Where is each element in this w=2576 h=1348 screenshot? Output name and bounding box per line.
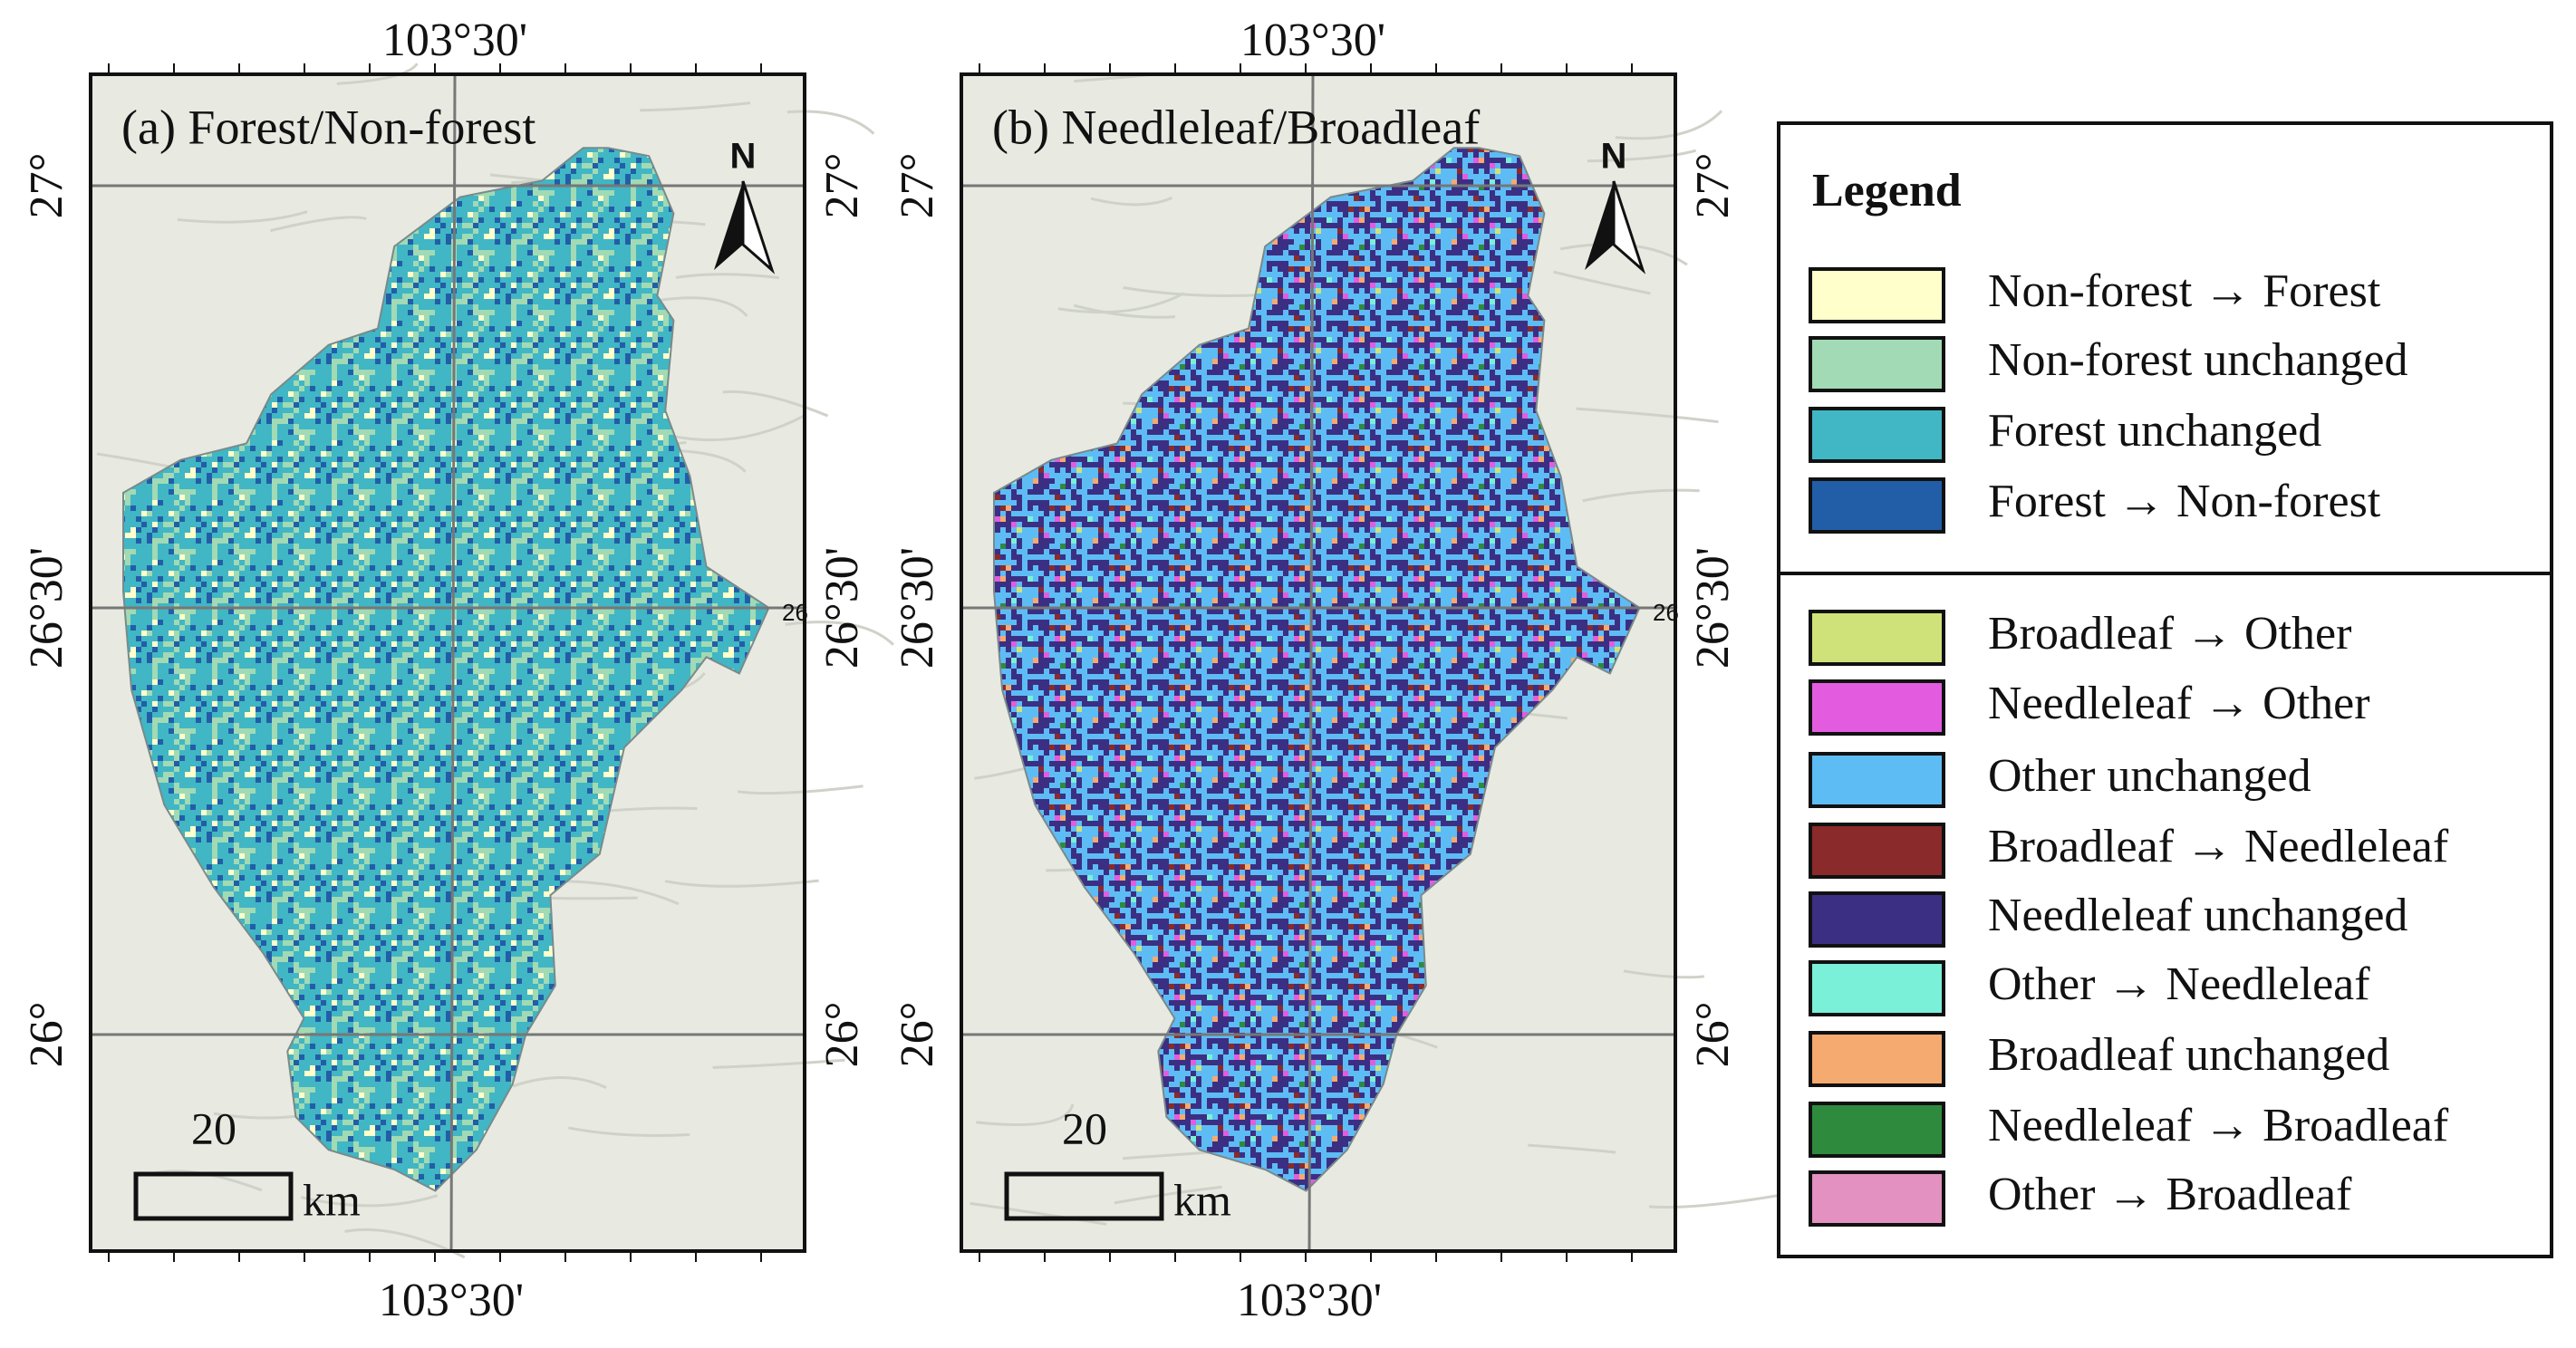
panel-title: (a) Forest/Non-forest (121, 100, 535, 154)
hillshade (1114, 1185, 1222, 1205)
legend-swatch (1809, 336, 1945, 392)
graticule (449, 73, 457, 1252)
hillshade (1090, 196, 1173, 207)
legend-label: Needleleaf unchanged (1988, 890, 2407, 941)
edge-label: 26 (782, 599, 808, 626)
hillshade (664, 879, 819, 888)
hillshade (976, 1103, 1075, 1127)
hillshade (1648, 1193, 1780, 1209)
legend-label: Forest → Non-forest (1988, 476, 2381, 527)
legend-swatch (1809, 1170, 1945, 1227)
latitude-label: 26°30' (1687, 547, 1739, 669)
latitude-label: 27° (1687, 153, 1739, 219)
legend-swatch (1809, 679, 1945, 736)
north-label: N (730, 137, 757, 177)
hillshade (552, 880, 680, 906)
legend-swatch (1809, 752, 1945, 808)
legend-swatch (1809, 960, 1945, 1016)
map-frame (89, 72, 806, 1253)
latitude-label: 26°30' (892, 547, 943, 669)
legend-swatch (1809, 1102, 1945, 1158)
hillshade (1587, 149, 1697, 163)
legend-label: Non-forest unchanged (1988, 334, 2408, 386)
north-arrow-right (1612, 180, 1646, 274)
hillshade (1528, 1143, 1616, 1154)
study-area (122, 147, 770, 1192)
north-label: N (1601, 137, 1627, 177)
hillshade (657, 296, 748, 317)
hillshade (970, 1201, 1107, 1226)
hillshade (177, 210, 308, 224)
scale-bar (1004, 1171, 1164, 1221)
legend-label: Other → Needleleaf (1988, 958, 2370, 1010)
legend-swatch (1809, 891, 1945, 948)
hillshade (1553, 270, 1651, 295)
latitude-label: 26°30' (21, 547, 72, 669)
legend-swatch (1809, 610, 1945, 666)
latitude-label: 26° (21, 1002, 72, 1068)
bottom-longitude: 103°30' (379, 1275, 524, 1326)
scale-bar (133, 1171, 294, 1221)
hillshade (722, 390, 829, 418)
legend-label: Forest unchanged (1988, 405, 2321, 457)
north-arrow-right (741, 180, 776, 274)
hillshade (640, 101, 751, 112)
hillshade (1073, 303, 1176, 319)
hillshade (675, 273, 780, 280)
legend-swatch (1809, 477, 1945, 534)
legend-swatch (1809, 407, 1945, 463)
legend-label: Broadleaf → Needleleaf (1988, 821, 2449, 872)
latitude-label: 26°30' (816, 547, 868, 669)
hillshade (568, 1126, 690, 1137)
hillshade (712, 1058, 845, 1069)
legend-title: Legend (1812, 165, 1962, 217)
legend-label: Needleleaf → Broadleaf (1988, 1100, 2449, 1151)
hillshade (1623, 969, 1705, 979)
hillshade (336, 63, 419, 85)
hillshade (1576, 407, 1719, 424)
legend-label: Non-forest → Forest (1988, 265, 2381, 317)
hillshade (1615, 110, 1723, 140)
legend-swatch (1809, 823, 1945, 879)
hillshade (737, 785, 863, 795)
scale-unit: km (1173, 1174, 1231, 1225)
legend-label: Broadleaf unchanged (1988, 1029, 2389, 1081)
hillshade (1057, 292, 1185, 314)
bottom-longitude: 103°30' (1237, 1275, 1382, 1326)
north-arrow-left (714, 181, 743, 270)
legend-label: Other → Broadleaf (1988, 1169, 2352, 1220)
north-arrow-left (1585, 181, 1614, 270)
scale-value: 20 (1062, 1102, 1107, 1153)
top-longitude: 103°30' (1240, 14, 1385, 66)
legend-swatch (1809, 267, 1945, 323)
hillshade (1123, 286, 1264, 298)
graticule (1307, 73, 1315, 1252)
panel-title: (b) Needleleaf/Broadleaf (992, 100, 1480, 154)
hillshade (300, 1194, 439, 1208)
latitude-label: 26° (892, 1002, 943, 1068)
top-longitude: 103°30' (382, 14, 527, 66)
latitude-label: 26° (816, 1002, 868, 1068)
scale-unit: km (303, 1174, 361, 1225)
scale-value: 20 (191, 1102, 236, 1153)
latitude-label: 27° (21, 153, 72, 219)
edge-label: 26 (1653, 599, 1679, 626)
study-area (993, 147, 1641, 1192)
hillshade (270, 216, 367, 233)
hillshade (512, 1076, 607, 1090)
latitude-label: 27° (816, 153, 868, 219)
legend-label: Needleleaf → Other (1988, 678, 2370, 729)
latitude-label: 27° (892, 153, 943, 219)
map-frame (960, 72, 1677, 1253)
hillshade (675, 414, 806, 442)
latitude-label: 26° (1687, 1002, 1739, 1068)
hillshade (1582, 488, 1700, 503)
hillshade (785, 621, 894, 646)
legend-label: Broadleaf → Other (1988, 608, 2351, 660)
hillshade (786, 110, 875, 135)
legend-label: Other unchanged (1988, 750, 2311, 802)
legend-swatch (1809, 1031, 1945, 1087)
